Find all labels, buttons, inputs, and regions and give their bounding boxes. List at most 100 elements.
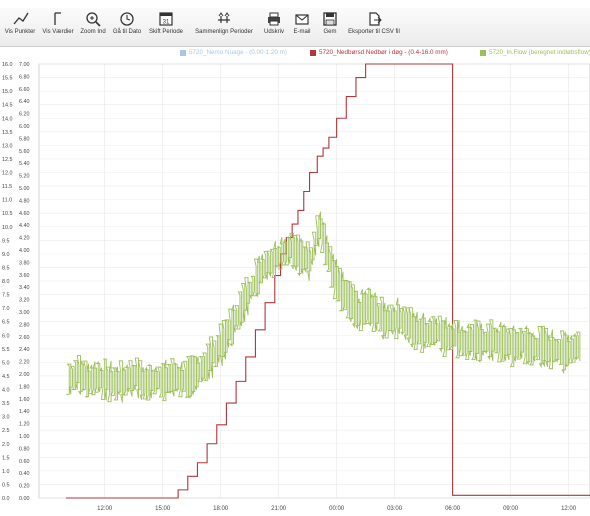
toolbar-button-3[interactable]: Gå til Dato: [110, 10, 144, 44]
y-left-tick-label: 6.5: [2, 320, 10, 326]
y-right-tick-label: 0.80: [19, 446, 30, 452]
svg-text:31: 31: [163, 20, 170, 26]
y-left-tick-label: 3.5: [2, 401, 10, 407]
x-tick-label: 21:00: [271, 506, 287, 512]
toolbar-button-6[interactable]: Udskriv: [262, 10, 286, 44]
y-left-tick-label: 10.0: [2, 225, 13, 231]
y-right-tick-label: 2.00: [19, 372, 30, 378]
y-right-tick-label: 6.80: [19, 74, 30, 80]
toolbar-button-2[interactable]: Zoom Ind: [78, 10, 108, 44]
y-left-tick-label: 11.0: [2, 198, 12, 204]
y-left-tick-label: 2.5: [2, 428, 10, 434]
y-right-tick-label: 2.20: [19, 360, 30, 366]
y-left-tick-label: 5.5: [2, 347, 10, 353]
compare-arrows-icon: [218, 12, 230, 23]
legend-swatch: [180, 49, 186, 56]
x-tick-label: 03:00: [387, 506, 403, 512]
y-left-tick-label: 4.0: [2, 388, 10, 394]
clock-icon: [120, 12, 134, 26]
y-right-tick-label: 5.80: [19, 136, 30, 142]
legend-item[interactable]: 5720_Nemo Nuage - (0.00-1.20 m): [180, 49, 287, 56]
y-right-tick-label: 2.80: [19, 322, 30, 328]
y-left-tick-label: 7.0: [2, 306, 10, 312]
toolbar-button-5[interactable]: Sammenlign Perioder: [188, 10, 260, 44]
toolbar-button-label: Gå til Dato: [112, 29, 142, 35]
y-right-tick-label: 3.20: [19, 298, 30, 304]
y-right-tick-label: 1.40: [19, 409, 30, 415]
y-right-tick-label: 1.60: [19, 397, 30, 403]
y-right-tick-label: 3.40: [19, 285, 30, 291]
y-left-tick-label: 13.0: [2, 143, 13, 149]
y-right-tick-label: 5.20: [19, 174, 30, 180]
series-line-precipitation: [66, 63, 590, 499]
toolbar-button-label: E-mail: [293, 29, 311, 35]
y-left-tick-label: 9.5: [2, 238, 10, 244]
y-right-tick-label: 1.20: [19, 422, 30, 428]
x-tick-label: 09:00: [503, 506, 519, 512]
series-line-inflow: [66, 211, 581, 403]
y-left-tick-label: 3.0: [2, 415, 10, 421]
toolbar-button-7[interactable]: E-mail: [288, 10, 316, 44]
y-left-tick-label: 14.0: [2, 116, 13, 122]
y-left-tick-label: 1.5: [2, 455, 10, 461]
toolbar-button-label: Eksporter til CSV fil: [348, 29, 400, 35]
envelope-icon: [295, 14, 309, 25]
toolbar-button-label: Vis Værdier: [42, 29, 74, 35]
y-left-tick-label: 12.0: [2, 171, 13, 177]
y-right-tick-label: 6.20: [19, 112, 30, 118]
points-line-icon: [13, 12, 29, 25]
y-right-tick-label: 6.40: [19, 99, 30, 105]
y-right-tick-label: 5.60: [19, 149, 30, 155]
legend-item[interactable]: 5720_Nedbørsd Nedbør i døg - (0.4-16.0 m…: [310, 49, 448, 56]
toolbar-button-9[interactable]: Eksporter til CSV fil: [344, 10, 404, 44]
x-tick-label: 00:00: [329, 506, 345, 512]
y-right-tick-label: 5.00: [19, 186, 30, 192]
y-right-tick-label: 3.00: [19, 310, 30, 316]
toolbar-button-label: Sammenlign Perioder: [195, 29, 253, 35]
y-left-tick-label: 8.0: [2, 279, 10, 285]
y-right-tick-label: 6.00: [19, 124, 30, 130]
chart-legend: 5720_Nemo Nuage - (0.00-1.20 m) 5720_Nedb…: [150, 48, 590, 60]
save-disk-icon: [323, 12, 337, 26]
y-left-tick-label: 5.0: [2, 360, 10, 366]
legend-label: 5720_In.Flow (beregnet indløbsflow): [489, 49, 590, 56]
y-right-tick-label: 0.40: [19, 471, 30, 477]
y-right-tick-label: 6.60: [19, 87, 30, 93]
printer-icon: [268, 12, 280, 26]
toolbar-button-8[interactable]: Gem: [318, 10, 342, 44]
chart: 0.0 0.5 1.0 1.5 2.0 2.5 3.0 3.5 4.0 4.5 5.0 5.5 6.0 6…: [2, 62, 590, 512]
y-left-tick-label: 6.0: [2, 333, 10, 339]
legend-item[interactable]: 5720_In.Flow (beregnet indløbsflow): [480, 49, 590, 56]
y-left-tick-label: 15.0: [2, 89, 13, 95]
x-tick-label: 12:00: [97, 506, 113, 512]
y-left-tick-label: 14.5: [2, 103, 13, 109]
x-tick-label: 12:00: [561, 506, 577, 512]
y-left-tick-label: 11.5: [2, 184, 12, 190]
y-right-tick-label: 2.60: [19, 335, 30, 341]
y-left-tick-label: 4.5: [2, 374, 10, 380]
x-tick-label: 18:00: [213, 506, 229, 512]
y-right-tick-label: 4.40: [19, 223, 30, 229]
toolbar-button-1[interactable]: Vis Værdier: [38, 10, 78, 44]
x-tick-label: 15:00: [155, 506, 171, 512]
toolbar-button-4[interactable]: 31 Skift Periode: [146, 10, 186, 44]
y-right-tick-label: 2.40: [19, 347, 30, 353]
y-right-tick-label: 5.40: [19, 161, 30, 167]
legend-swatch: [310, 49, 316, 56]
y-right-tick-label: 4.20: [19, 236, 30, 242]
toolbar-button-0[interactable]: Vis Punkter: [2, 10, 38, 44]
toolbar-button-label: Zoom Ind: [80, 29, 106, 35]
y-right-tick-label: 1.80: [19, 384, 30, 390]
y-left-tick-label: 0.5: [2, 482, 10, 488]
export-file-icon: [369, 12, 382, 26]
y-left-tick-label: 8.5: [2, 265, 10, 271]
y-right-tick-label: 0.00: [19, 496, 30, 502]
values-icon: [54, 12, 61, 25]
y-left-tick-label: 13.5: [2, 130, 13, 136]
zoom-in-icon: [86, 12, 101, 27]
y-left-tick-label: 15.5: [2, 76, 13, 82]
y-right-tick-label: 4.60: [19, 211, 30, 217]
y-right-tick-label: 0.60: [19, 459, 30, 465]
y-right-tick-label: 4.00: [19, 248, 30, 254]
calendar-icon: 31: [159, 12, 173, 26]
